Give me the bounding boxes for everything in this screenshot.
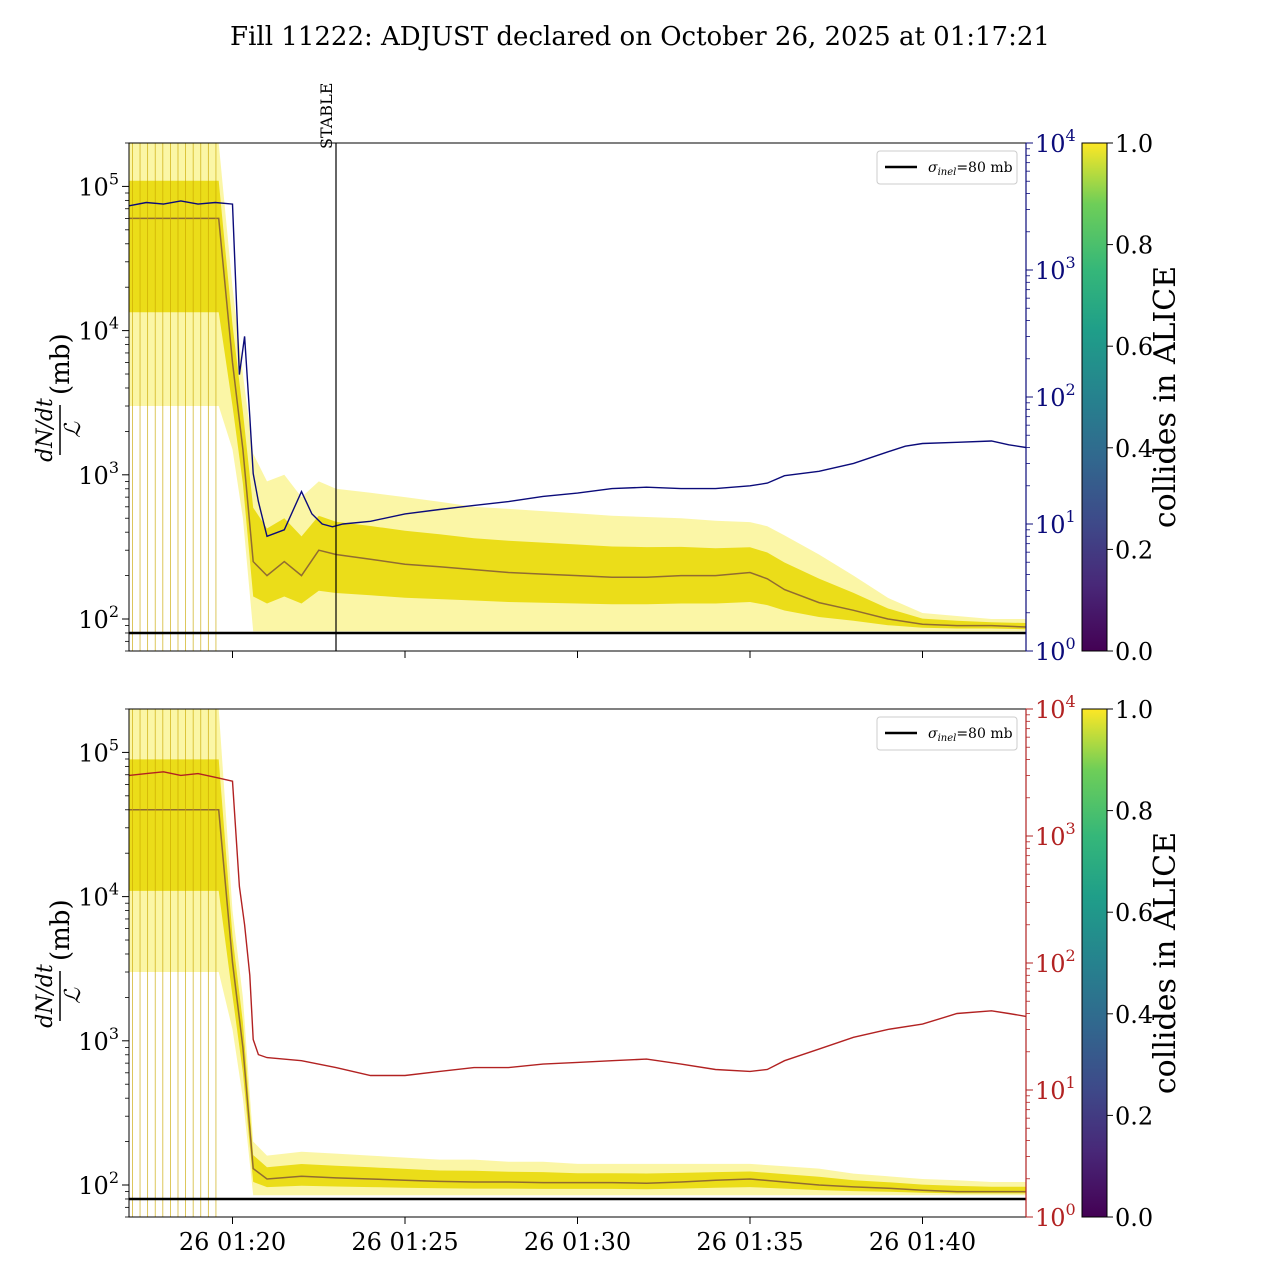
top-ylabel-unit: (mb) (46, 333, 76, 395)
xtick-label: 26 01:25 (351, 1228, 458, 1256)
bottom-right-yticks: 100 101 102 103 104 (1025, 692, 1076, 1232)
top-xticks (232, 651, 923, 658)
top-legend-rest: =80 mb (956, 160, 1012, 176)
bottom-colorbar: 0.0 0.2 0.4 0.6 0.8 1.0 collides in ALICE (1081, 696, 1183, 1232)
bottom-legend-box (876, 716, 1018, 751)
top-bunch-center-line (129, 217, 1026, 628)
colorbar-tick-label: 0.8 (1115, 798, 1153, 826)
stable-marker-label: STABLE (317, 83, 336, 149)
top-bunch-band-inner (129, 180, 1026, 630)
top-colorbar-ticks: 0.0 0.2 0.4 0.6 0.8 1.0 (1107, 130, 1153, 666)
bottom-bunch-center-line (129, 809, 1026, 1193)
top-legend: σinel=80 mb (876, 150, 1018, 185)
top-legend-subscript: inel (938, 167, 957, 178)
colorbar-tick-label: 0.2 (1115, 536, 1153, 564)
right-ytick-label: 102 (1035, 946, 1076, 978)
bottom-legend-label: σinel=80 mb (928, 726, 1013, 744)
bottom-legend-rest: =80 mb (956, 726, 1012, 742)
figure-title: Fill 11222: ADJUST declared on October 2… (230, 22, 1050, 52)
top-overlay-series (129, 200, 1026, 538)
bottom-ylabel-numerator: dN/dt (33, 964, 58, 1028)
right-ytick-label: 102 (1035, 380, 1076, 412)
top-ylabel-numerator: dN/dt (33, 398, 58, 462)
bottom-bunch-band-inner (129, 759, 1026, 1194)
left-ytick-label: 102 (78, 602, 119, 634)
top-panel: STABLE 102 103 104 105 100 101 102 103 104 dN/d… (33, 83, 1183, 666)
left-ytick-label: 104 (78, 880, 119, 912)
xtick-label: 26 01:20 (179, 1228, 286, 1256)
right-ytick-label: 104 (1035, 692, 1076, 724)
colorbar-tick-label: 0.0 (1115, 1204, 1153, 1232)
colorbar-tick-label: 0.2 (1115, 1102, 1153, 1130)
top-injection-spikes (132, 143, 217, 651)
right-ytick-label: 104 (1035, 126, 1076, 158)
bottom-bunch-band-outer (129, 709, 1026, 1196)
bottom-injection-spikes (132, 709, 217, 1217)
bottom-legend-symbol: σ (928, 726, 938, 742)
right-ytick-label: 103 (1035, 253, 1076, 285)
colorbar-tick-label: 0.8 (1115, 232, 1153, 260)
top-legend-label: σinel=80 mb (928, 160, 1013, 178)
colorbar-tick-label: 1.0 (1115, 130, 1153, 158)
bottom-colorbar-ticks: 0.0 0.2 0.4 0.6 0.8 1.0 (1107, 696, 1153, 1232)
top-left-yticks: 102 103 104 105 (78, 142, 129, 652)
bottom-colorbar-label: collides in ALICE (1148, 832, 1183, 1094)
right-ytick-label: 103 (1035, 819, 1076, 851)
bottom-colorbar-gradient (1081, 708, 1108, 1218)
colorbar-tick-label: 0.4 (1115, 435, 1153, 463)
top-colorbar: 0.0 0.2 0.4 0.6 0.8 1.0 collides in ALICE (1081, 130, 1183, 666)
left-ytick-label: 102 (78, 1168, 119, 1200)
bottom-plot-area (129, 709, 1026, 1217)
top-right-yticks: 100 101 102 103 104 (1025, 126, 1076, 666)
top-legend-box (876, 150, 1018, 185)
bottom-overlay-series (129, 771, 1026, 1077)
bottom-legend: σinel=80 mb (876, 716, 1018, 751)
right-ytick-label: 101 (1035, 1073, 1076, 1105)
bottom-left-yticks: 102 103 104 105 (78, 708, 129, 1218)
colorbar-tick-label: 1.0 (1115, 696, 1153, 724)
colorbar-tick-label: 0.6 (1115, 333, 1153, 361)
bottom-legend-subscript: inel (938, 733, 957, 744)
xtick-label: 26 01:40 (869, 1228, 976, 1256)
top-ylabel-denominator: ℒ (61, 421, 86, 438)
bottom-xticks: 26 01:20 26 01:25 26 01:30 26 01:35 26 01:40 (179, 1217, 976, 1256)
right-ytick-label: 100 (1035, 634, 1076, 666)
left-ytick-label: 103 (78, 1024, 119, 1056)
right-ytick-label: 101 (1035, 507, 1076, 539)
colorbar-tick-label: 0.0 (1115, 638, 1153, 666)
top-colorbar-label: collides in ALICE (1148, 266, 1183, 528)
top-ylabel: dN/dt ℒ (mb) (33, 333, 86, 461)
left-ytick-label: 105 (78, 169, 119, 201)
bottom-ylabel: dN/dt ℒ (mb) (33, 899, 86, 1027)
top-legend-symbol: σ (928, 160, 938, 176)
bottom-ylabel-unit: (mb) (46, 899, 76, 961)
xtick-label: 26 01:30 (524, 1228, 631, 1256)
right-ytick-label: 100 (1035, 1200, 1076, 1232)
top-bunch-band-outer (129, 143, 1026, 632)
bottom-axes-frame (128, 708, 1027, 1218)
top-plot-area (129, 143, 1026, 651)
left-ytick-label: 104 (78, 314, 119, 346)
bottom-ylabel-denominator: ℒ (61, 987, 86, 1004)
left-ytick-label: 105 (78, 735, 119, 767)
colorbar-tick-label: 0.6 (1115, 899, 1153, 927)
xtick-label: 26 01:35 (696, 1228, 803, 1256)
left-ytick-label: 103 (78, 458, 119, 490)
top-colorbar-gradient (1081, 142, 1108, 652)
colorbar-tick-label: 0.4 (1115, 1001, 1153, 1029)
